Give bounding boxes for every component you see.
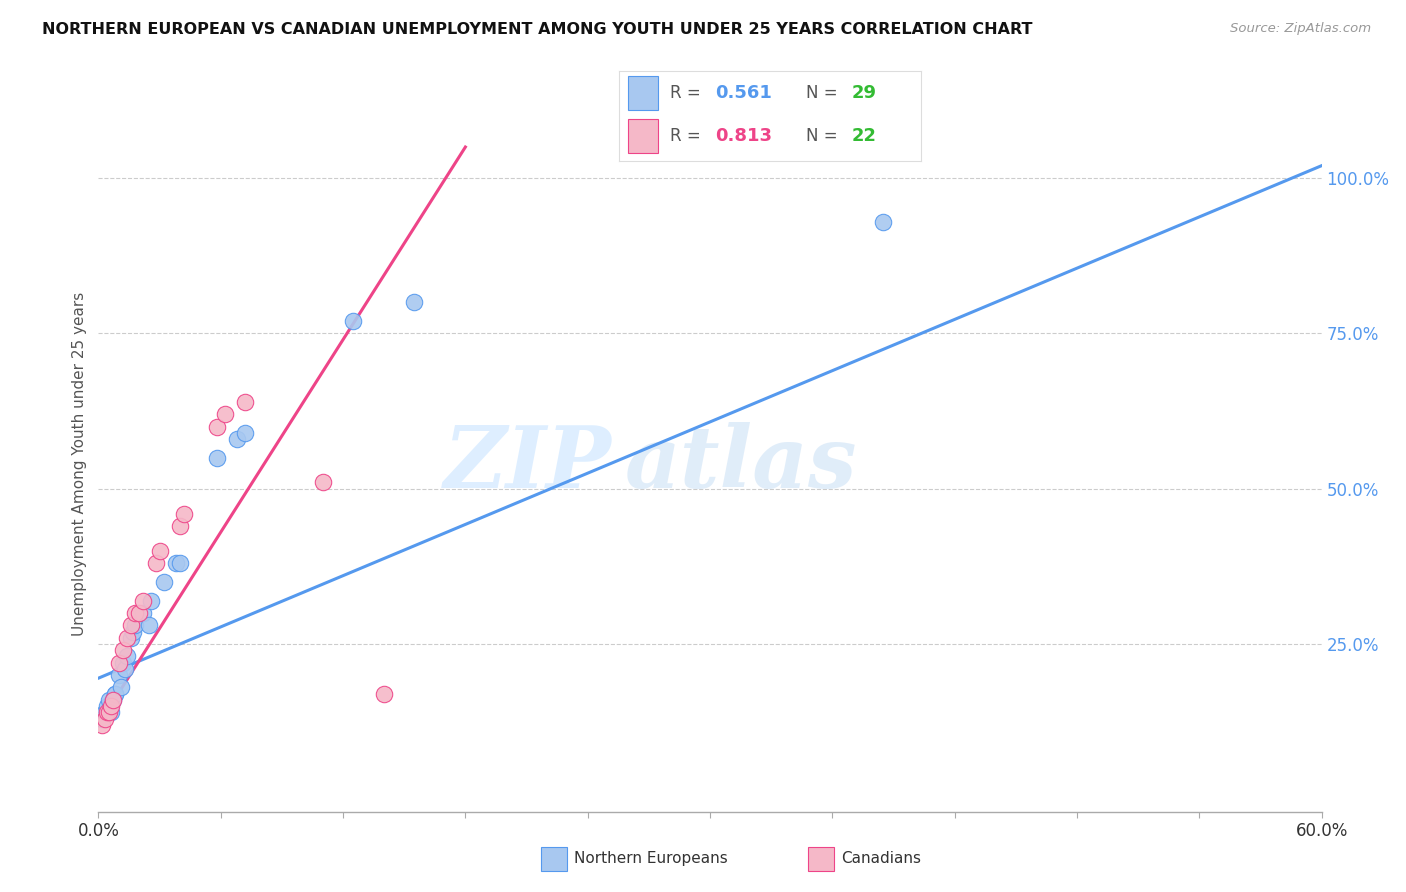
Point: [93, 712, 115, 726]
Point: [101, 693, 124, 707]
Text: R =: R =: [671, 84, 706, 102]
Point: [165, 556, 187, 570]
Point: [122, 624, 145, 639]
Point: [114, 662, 136, 676]
Text: atlas: atlas: [624, 422, 856, 506]
Point: [152, 574, 174, 589]
Text: 22: 22: [852, 127, 876, 145]
Point: [169, 519, 191, 533]
Point: [120, 631, 142, 645]
Text: 0.813: 0.813: [716, 127, 772, 145]
Point: [312, 475, 335, 490]
Point: [132, 593, 155, 607]
Point: [373, 687, 395, 701]
Point: [124, 618, 146, 632]
Point: [872, 214, 894, 228]
Point: [97, 693, 120, 707]
Point: [104, 687, 127, 701]
Point: [128, 606, 150, 620]
Text: 29: 29: [852, 84, 876, 102]
Point: [173, 507, 195, 521]
Text: Source: ZipAtlas.com: Source: ZipAtlas.com: [1230, 22, 1371, 36]
Point: [214, 407, 236, 421]
Point: [124, 606, 146, 620]
Text: Canadians: Canadians: [841, 852, 921, 866]
Point: [145, 556, 167, 570]
Text: NORTHERN EUROPEAN VS CANADIAN UNEMPLOYMENT AMONG YOUTH UNDER 25 YEARS CORRELATIO: NORTHERN EUROPEAN VS CANADIAN UNEMPLOYME…: [42, 22, 1032, 37]
Point: [115, 631, 138, 645]
Point: [233, 394, 256, 409]
Text: N =: N =: [806, 84, 844, 102]
Point: [93, 706, 115, 720]
Point: [97, 706, 120, 720]
Point: [108, 668, 131, 682]
Point: [226, 432, 249, 446]
Point: [132, 606, 155, 620]
Bar: [627, 76, 658, 110]
Point: [149, 543, 172, 558]
Point: [91, 712, 114, 726]
Point: [169, 556, 191, 570]
Text: R =: R =: [671, 127, 706, 145]
Point: [96, 699, 118, 714]
Point: [120, 618, 142, 632]
Point: [205, 419, 228, 434]
Bar: [627, 119, 658, 153]
Point: [404, 295, 426, 310]
Point: [97, 706, 120, 720]
Point: [111, 656, 134, 670]
Text: N =: N =: [806, 127, 844, 145]
Point: [233, 425, 256, 440]
Point: [104, 687, 127, 701]
Point: [101, 693, 124, 707]
Point: [108, 656, 131, 670]
Y-axis label: Unemployment Among Youth under 25 years: Unemployment Among Youth under 25 years: [72, 292, 87, 636]
Point: [342, 314, 364, 328]
Text: Northern Europeans: Northern Europeans: [574, 852, 727, 866]
Point: [96, 706, 118, 720]
Point: [111, 643, 134, 657]
Point: [100, 699, 122, 714]
Point: [141, 593, 163, 607]
Text: ZIP: ZIP: [444, 422, 612, 506]
Point: [110, 681, 132, 695]
Text: 0.561: 0.561: [716, 84, 772, 102]
Point: [91, 717, 114, 731]
Point: [115, 649, 138, 664]
Point: [138, 618, 160, 632]
Point: [205, 450, 228, 465]
Point: [100, 706, 122, 720]
